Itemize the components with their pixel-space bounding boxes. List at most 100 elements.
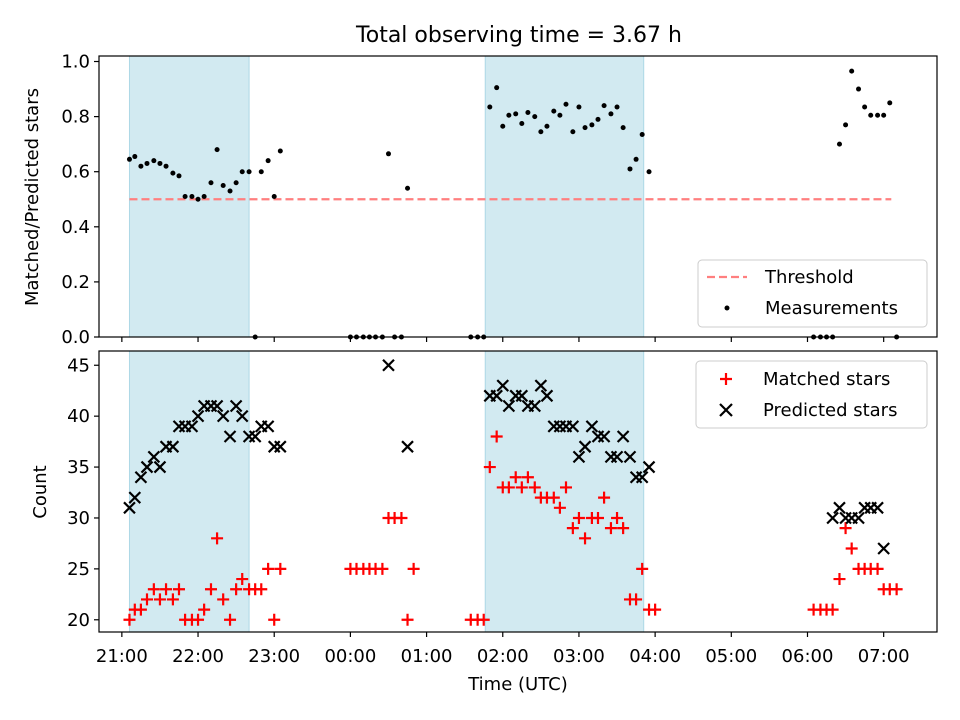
predicted-star-point [401, 440, 414, 453]
measurement-legend-swatch [724, 305, 730, 311]
predicted-star-point [223, 430, 237, 443]
measurement-point [608, 111, 614, 117]
measurement-point [862, 104, 868, 110]
predicted-star-point [578, 440, 592, 453]
threshold-legend-label: Threshold [764, 267, 854, 288]
observing-interval [484, 55, 645, 338]
measurement-point [189, 194, 195, 199]
matched-star-point [147, 583, 160, 596]
predicted-star-point [153, 460, 167, 474]
top-y-axis-label: Matched/Predicted stars [22, 88, 43, 306]
predicted-star-point [528, 399, 542, 413]
predicted-star-point [540, 389, 554, 403]
predicted-star-point [166, 440, 180, 453]
measurement-point [614, 104, 620, 110]
predicted-star-point [147, 450, 161, 464]
bottom-x-ticks: 21:00 22:00 23:00 00:00 01:00 02:00 03:00 04:00… [96, 632, 910, 667]
x-tick-label: 21:00 [96, 646, 148, 667]
measurement-point [595, 116, 601, 122]
matched-star-point [826, 603, 839, 616]
measurement-point [881, 112, 887, 118]
matched-star-point [604, 522, 617, 535]
predicted-star-point [534, 379, 548, 392]
predicted-star-point [616, 430, 630, 443]
measurement-point [494, 85, 500, 91]
bottom-y-ticks: 20 25 30 35 40 45 [67, 355, 99, 631]
matched-star-point [230, 583, 243, 596]
measurement-point [258, 169, 264, 175]
predicted-star-point [382, 358, 395, 372]
measurement-point [538, 129, 544, 135]
matched-star-point [262, 562, 275, 575]
predicted-star-point [274, 440, 287, 453]
x-axis-label: Time (UTC) [467, 674, 568, 695]
matched-star-point [198, 603, 211, 616]
measurement-point [239, 169, 245, 175]
matched-star-point [572, 511, 585, 524]
y-tick-label: 45 [67, 355, 90, 376]
top-y-ticks: 0.0 0.2 0.4 0.6 0.8 1.0 [61, 52, 99, 348]
x-tick-label: 00:00 [324, 646, 376, 667]
measurement-point [385, 151, 391, 157]
matched-star-point [871, 562, 884, 575]
matched-star-point [407, 562, 420, 575]
measurement-point [576, 104, 582, 110]
matched-star-point [224, 613, 237, 626]
predicted-star-point [566, 420, 580, 433]
matched-star-point [401, 613, 414, 626]
y-tick-label: 0.0 [61, 327, 90, 348]
predicted-star-point [610, 450, 624, 464]
measurement-point [195, 196, 201, 202]
predicted-star-point [229, 399, 243, 413]
matched-star-point [160, 583, 173, 596]
matched-star-point [153, 593, 166, 606]
predicted-star-point [852, 511, 865, 525]
measurement-point [570, 129, 576, 135]
matched-star-point [845, 542, 858, 555]
x-tick-label: 04:00 [629, 646, 681, 667]
predicted-star-point [140, 460, 154, 474]
predicted-star-point [216, 409, 230, 423]
figure-title: Total observing time = 3.67 h [355, 23, 682, 48]
matched-star-point [636, 562, 649, 575]
measurement-point [519, 120, 525, 126]
x-tick-label: 05:00 [705, 646, 757, 667]
measurement-point [138, 163, 144, 169]
matched-star-point [833, 573, 846, 586]
measurement-point [506, 112, 512, 118]
measurement-point [525, 109, 531, 115]
matched-star-point [630, 593, 643, 606]
matched-star-point [547, 491, 560, 504]
measurement-point [589, 122, 595, 128]
x-tick-label: 03:00 [553, 646, 605, 667]
predicted-star-point [261, 420, 275, 433]
measurement-point [176, 173, 182, 179]
matched-star-point [204, 583, 217, 596]
bottom-shaded-intervals [128, 350, 645, 633]
measurement-point [214, 147, 220, 153]
x-tick-label: 23:00 [248, 646, 300, 667]
measurement-point [220, 182, 226, 188]
measurement-point [246, 169, 252, 175]
predicted-star-point [134, 470, 148, 484]
y-tick-label: 1.0 [61, 52, 90, 73]
measurement-point [227, 188, 233, 194]
matched-star-point [515, 481, 528, 494]
predicted-star-point [515, 389, 529, 403]
bottom-legend-box [695, 360, 928, 429]
y-tick-label: 35 [67, 457, 90, 478]
measurement-point [836, 141, 842, 147]
predicted-star-point [502, 399, 516, 413]
predicted-star-point [597, 430, 611, 443]
measurement-point [157, 160, 163, 166]
matched-star-point [839, 522, 852, 535]
measurement-point [601, 103, 607, 109]
measurement-point [233, 180, 239, 186]
measurement-point [487, 104, 493, 110]
predicted-star-point [826, 511, 839, 525]
measurement-point [551, 108, 557, 114]
y-tick-label: 25 [67, 559, 90, 580]
x-tick-label: 22:00 [172, 646, 224, 667]
measurement-point [405, 185, 411, 191]
